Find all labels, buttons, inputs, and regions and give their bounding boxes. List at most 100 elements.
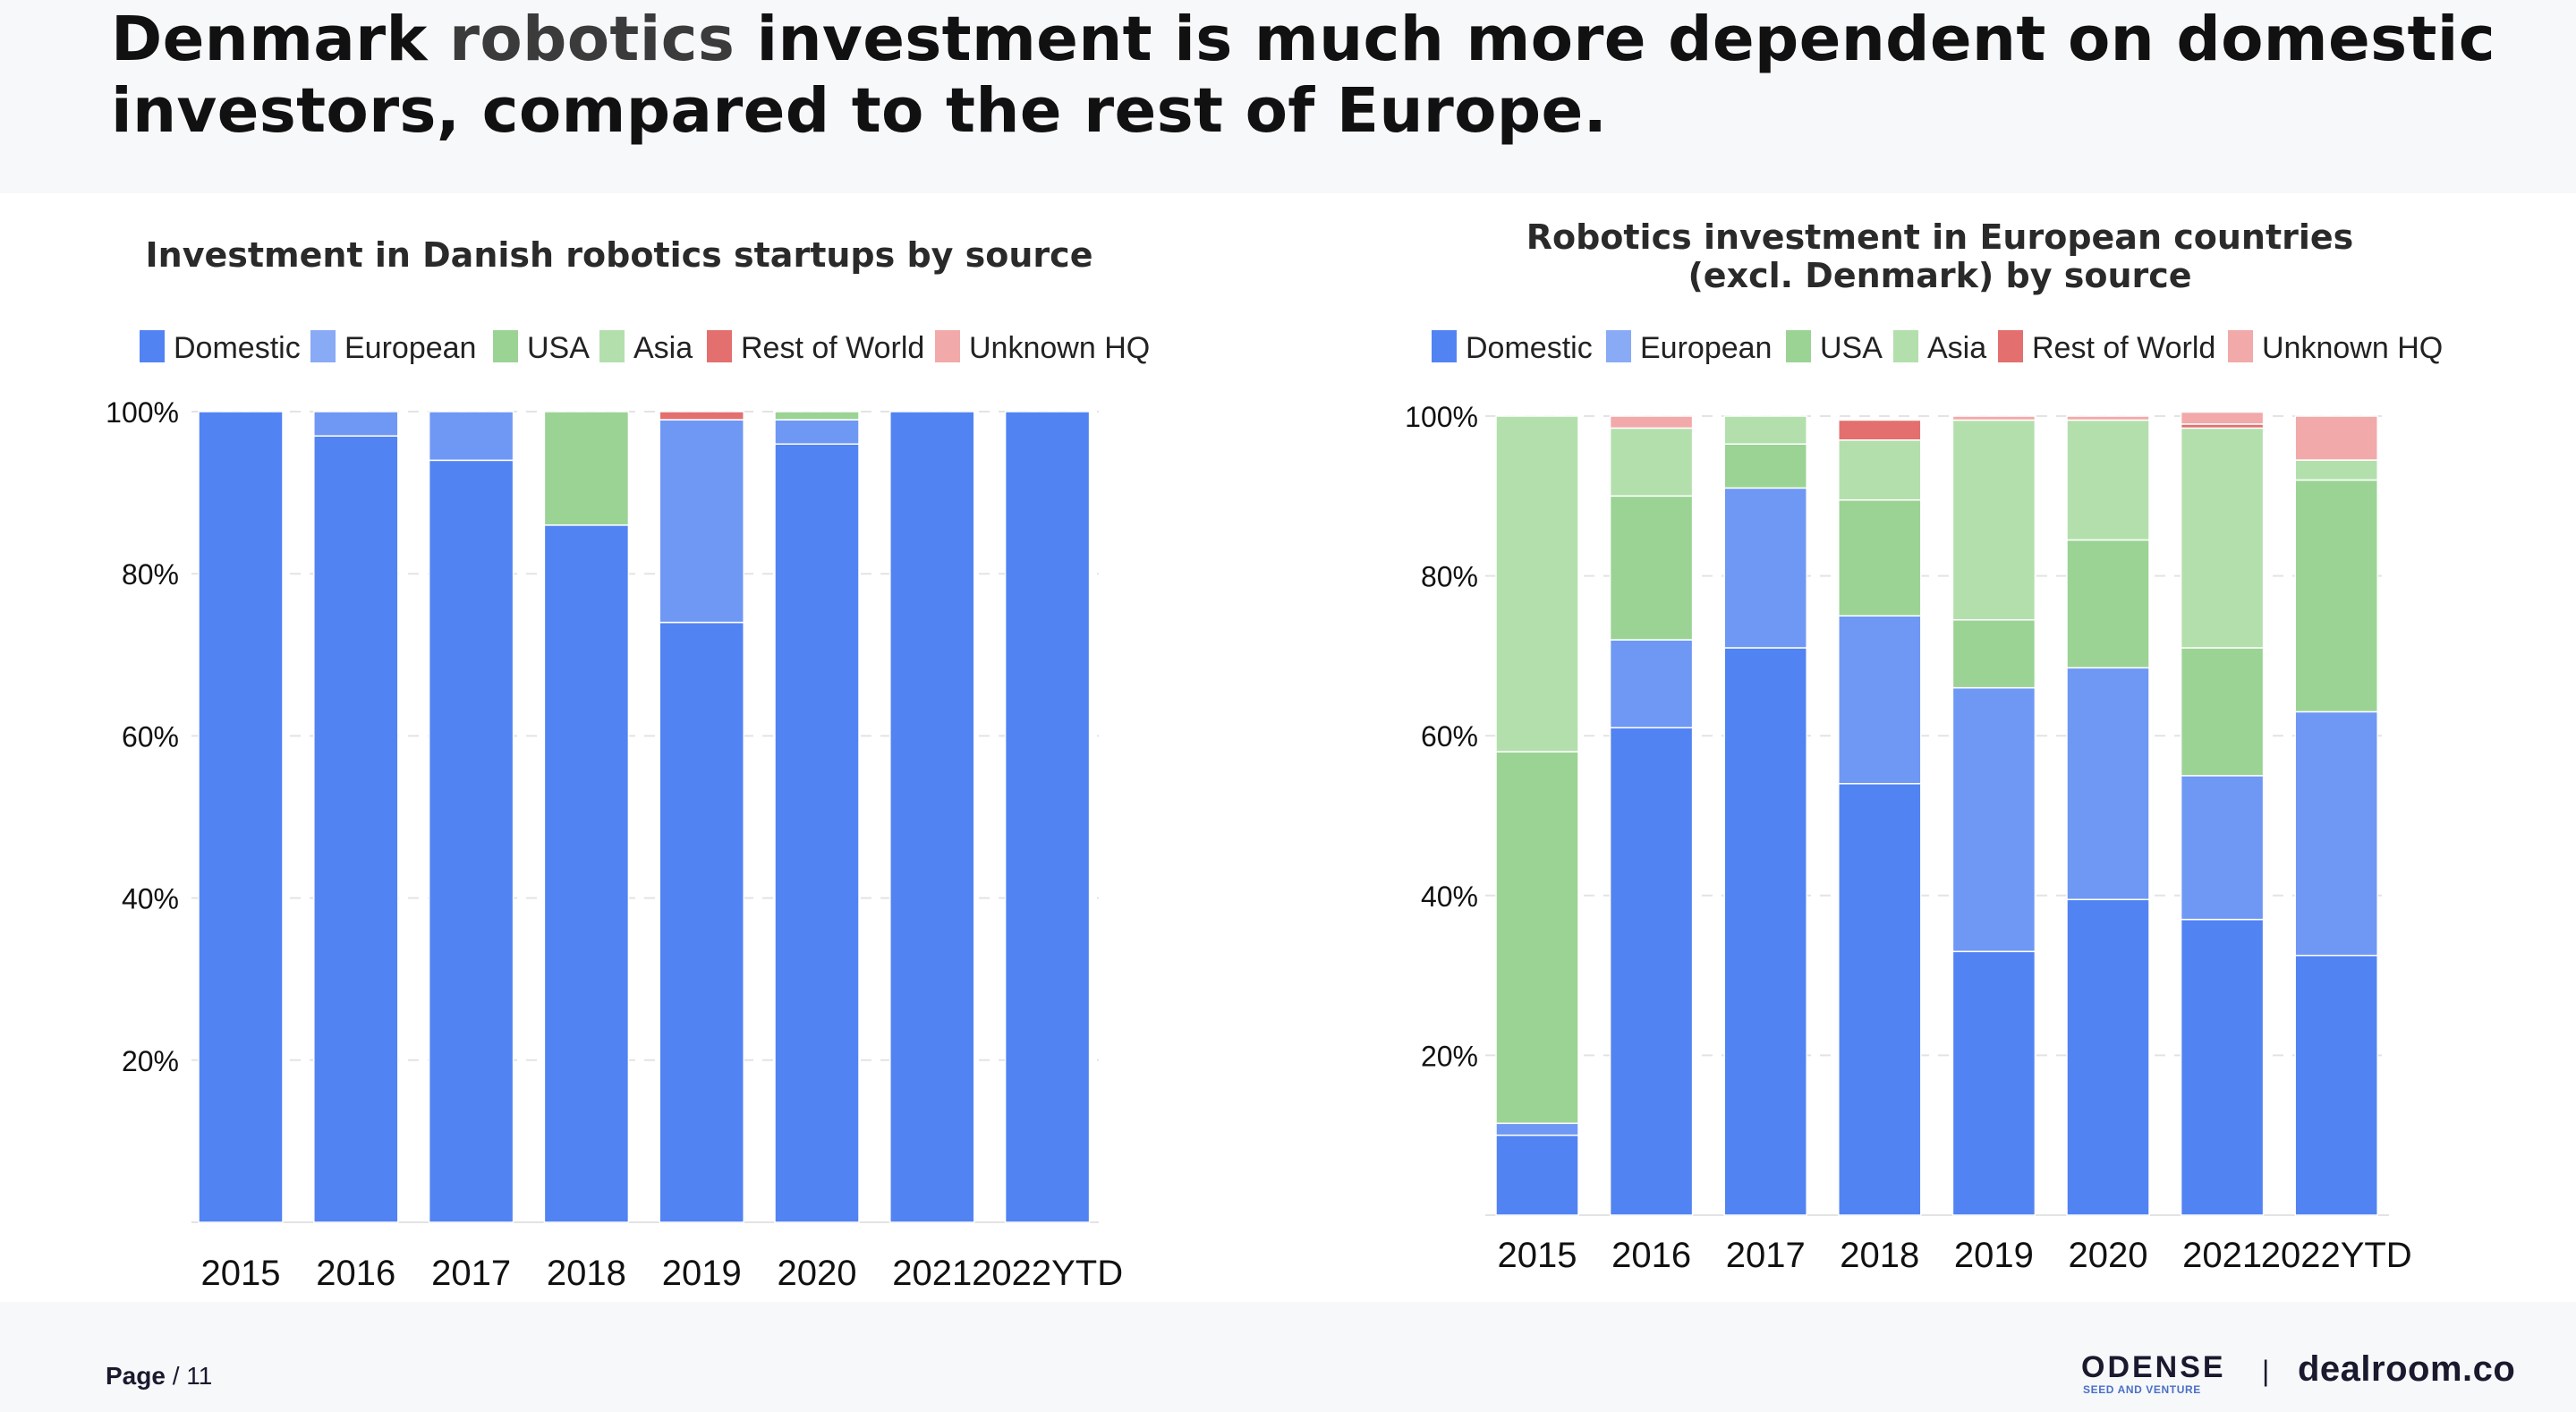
chart2-bar-2020-unknown-hq	[2066, 415, 2150, 421]
chart2-ytick-label-60: 60%	[1421, 720, 1478, 753]
chart1-xtick-label-2022ytd: 2022YTD	[972, 1254, 1123, 1293]
chart2-bar-2018-european	[1838, 615, 1922, 785]
odense-logo: ODENSE	[2081, 1350, 2226, 1384]
chart2-bar-2022ytd-unknown-hq	[2294, 415, 2378, 461]
chart2-xtick-label-2022ytd: 2022YTD	[2261, 1236, 2412, 1275]
dealroom-logo: dealroom.co	[2298, 1349, 2516, 1389]
chart1-xtick-label-2015: 2015	[201, 1254, 281, 1293]
chart2-bar-2020-european	[2066, 667, 2150, 901]
chart2-ytick-label-40: 40%	[1421, 880, 1478, 913]
chart2-bar-2020-usa	[2066, 539, 2150, 669]
chart1-xtick-label-2021: 2021	[892, 1254, 972, 1293]
chart2-xtick-label-2020: 2020	[2069, 1236, 2148, 1275]
chart2-bar-2021-unknown-hq	[2180, 411, 2265, 425]
chart1-legend-label-rest-of-world: Rest of World	[741, 331, 924, 365]
chart1-legend-swatch-usa	[493, 330, 518, 362]
chart1-xtick-label-2020: 2020	[778, 1254, 857, 1293]
chart1-bar-2021-domestic	[889, 411, 975, 1223]
chart2-xtick-label-2015: 2015	[1498, 1236, 1577, 1275]
chart2-legend-label-unknown-hq: Unknown HQ	[2262, 331, 2443, 365]
chart2-bar-2016-asia	[1609, 427, 1694, 498]
chart1-bar-2015-domestic	[198, 411, 284, 1223]
chart-european-robotics-by-source: Robotics investment in European countrie…	[1405, 217, 2443, 1275]
chart1-ytick-label-80: 80%	[122, 558, 179, 591]
logo-separator: |	[2262, 1355, 2270, 1387]
chart2-bar-2019-domestic	[1951, 950, 2036, 1216]
chart1-bar-2020-european	[774, 419, 860, 445]
chart2-ytick-label-20: 20%	[1421, 1040, 1478, 1072]
page-indicator: Page / 11	[106, 1362, 212, 1391]
chart2-xtick-label-2016: 2016	[1611, 1236, 1691, 1275]
chart2-bar-2022ytd-european	[2294, 710, 2378, 957]
header-band	[0, 0, 2576, 193]
chart2-xtick-label-2019: 2019	[1954, 1236, 2034, 1275]
chart1-legend-label-european: European	[344, 331, 476, 365]
chart1-bar-2019-domestic	[659, 621, 744, 1223]
chart1-legend-swatch-european	[310, 330, 336, 362]
page-separator: /	[165, 1362, 187, 1390]
headline-accent: robotics	[449, 4, 735, 75]
chart1-xtick-label-2016: 2016	[316, 1254, 395, 1293]
odense-logo-subtitle: SEED AND VENTURE	[2083, 1383, 2201, 1396]
page-number: 11	[186, 1362, 213, 1390]
headline-start: Denmark	[111, 4, 449, 75]
chart2-bar-2015-domestic	[1495, 1134, 1579, 1216]
chart2-bar-2015-asia	[1495, 415, 1579, 753]
chart1-legend-swatch-domestic	[140, 330, 165, 362]
chart2-bar-2015-european	[1495, 1122, 1579, 1136]
chart1-ytick-label-20: 20%	[122, 1045, 179, 1077]
chart2-legend-swatch-unknown-hq	[2228, 330, 2253, 362]
chart1-bar-2018-usa	[543, 411, 630, 526]
chart2-bar-2018-domestic	[1838, 783, 1922, 1216]
chart2-bar-2021-domestic	[2180, 918, 2265, 1216]
chart2-legend-label-asia: Asia	[1927, 331, 1986, 365]
chart1-ytick-label-60: 60%	[122, 720, 179, 753]
chart1-xtick-label-2017: 2017	[431, 1254, 511, 1293]
chart1-bar-2017-european	[428, 411, 514, 462]
chart2-bar-2019-european	[1951, 686, 2036, 953]
chart2-bar-2017-european	[1723, 487, 1807, 649]
chart1-legend-swatch-rest-of-world	[707, 330, 732, 362]
chart2-bar-2022ytd-asia	[2294, 459, 2378, 481]
chart2-bar-2021-asia	[2180, 427, 2265, 649]
chart2-title-line-1: Robotics investment in European countrie…	[1526, 217, 2354, 257]
chart2-xtick-label-2021: 2021	[2182, 1236, 2262, 1275]
chart2-legend-label-rest-of-world: Rest of World	[2032, 331, 2215, 365]
chart2-bar-2015-usa	[1495, 751, 1579, 1125]
chart1-legend-label-asia: Asia	[633, 331, 693, 365]
chart2-legend-swatch-rest-of-world	[1998, 330, 2023, 362]
chart2-legend-swatch-usa	[1786, 330, 1811, 362]
chart2-bar-2016-usa	[1609, 495, 1694, 641]
chart2-bar-2017-domestic	[1723, 647, 1807, 1216]
chart2-title-line-2: (excl. Denmark) by source	[1688, 256, 2191, 295]
chart2-legend-swatch-european	[1606, 330, 1631, 362]
chart2-legend-label-usa: USA	[1820, 331, 1883, 365]
chart1-xtick-label-2019: 2019	[662, 1254, 742, 1293]
chart2-bar-2016-domestic	[1609, 727, 1694, 1216]
chart2-legend-swatch-asia	[1893, 330, 1918, 362]
chart1-legend-swatch-asia	[599, 330, 625, 362]
page-word: Page	[106, 1362, 166, 1390]
chart2-legend-label-domestic: Domestic	[1466, 331, 1593, 365]
chart1-bar-2016-domestic	[313, 435, 399, 1223]
chart2-ytick-label-100: 100%	[1405, 401, 1478, 433]
chart2-bar-2021-european	[2180, 775, 2265, 921]
chart2-legend-label-european: European	[1640, 331, 1772, 365]
chart1-bar-2020-usa	[774, 411, 860, 421]
chart2-bar-2018-usa	[1838, 499, 1922, 617]
chart1-bar-2017-domestic	[428, 459, 514, 1223]
chart1-legend-swatch-unknown-hq	[935, 330, 960, 362]
chart1-legend-label-usa: USA	[527, 331, 590, 365]
chart2-xtick-label-2017: 2017	[1726, 1236, 1806, 1275]
chart-danish-robotics-by-source: Investment in Danish robotics startups b…	[106, 235, 1150, 1293]
chart2-bar-2022ytd-domestic	[2294, 955, 2378, 1216]
chart1-bar-2019-rest-of-world	[659, 411, 744, 421]
chart2-xtick-label-2018: 2018	[1840, 1236, 1919, 1275]
chart1-bar-2020-domestic	[774, 443, 860, 1223]
chart2-bar-2020-asia	[2066, 419, 2150, 541]
chart2-bar-2016-unknown-hq	[1609, 415, 1694, 430]
chart2-bar-2017-usa	[1723, 443, 1807, 489]
chart2-bar-2019-unknown-hq	[1951, 415, 2036, 421]
chart2-bar-2020-domestic	[2066, 898, 2150, 1216]
chart1-bar-2016-european	[313, 411, 399, 437]
